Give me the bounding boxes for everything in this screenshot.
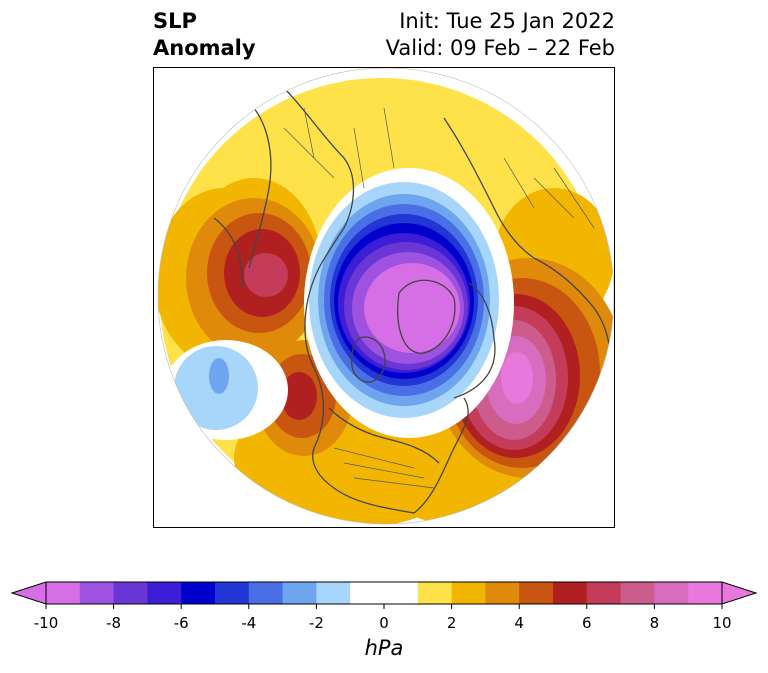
- colorbar-tick-label: -2: [309, 614, 324, 632]
- colorbar-segment: [654, 582, 689, 604]
- colorbar-tick-label: -4: [241, 614, 256, 632]
- anomaly-map: [157, 68, 614, 525]
- colorbar-segment: [451, 582, 486, 604]
- map-title: SLP Anomaly: [153, 8, 256, 62]
- valid-range: Valid: 09 Feb – 22 Feb: [385, 36, 615, 60]
- colorbar-ticks: -10 -8 -6 -4 -2 0 2 4 6 8 10: [34, 604, 732, 632]
- colorbar-segment: [248, 582, 284, 604]
- colorbar-segment: [316, 582, 351, 604]
- colorbar-segment: [519, 582, 554, 604]
- colorbar-segment: [620, 582, 655, 604]
- colorbar-tick-label: 6: [582, 614, 592, 632]
- siberia-high: [186, 198, 322, 358]
- colorbar-tick-label: 8: [650, 614, 660, 632]
- colorbar-segment: [215, 582, 250, 604]
- anomaly-field: [158, 78, 614, 524]
- colorbar: -10 -8 -6 -4 -2 0 2 4 6 8 10: [10, 581, 758, 632]
- colorbar-segment: [350, 582, 385, 604]
- arctic-low: [304, 168, 514, 438]
- central-asia-low: [164, 340, 288, 440]
- colorbar-extend-low: [10, 581, 47, 605]
- colorbar-tick-label: -8: [106, 614, 121, 632]
- borders: [283, 107, 595, 489]
- colorbar-segment: [688, 582, 723, 604]
- colorbar-segment: [417, 582, 453, 604]
- colorbar-tick-label: 2: [447, 614, 457, 632]
- colorbar-tick-label: 4: [514, 614, 524, 632]
- map-panel: [153, 67, 615, 528]
- colorbar-extend-high: [721, 581, 758, 605]
- init-date: Init: Tue 25 Jan 2022: [399, 9, 615, 33]
- colorbar-segment: [553, 582, 588, 604]
- colorbar-segment: [181, 582, 216, 604]
- title-field-type: Anomaly: [153, 36, 256, 60]
- colorbar-segments: [10, 581, 758, 605]
- colorbar-unit: hPa: [364, 636, 404, 660]
- map-dates: Init: Tue 25 Jan 2022 Valid: 09 Feb – 22…: [386, 8, 615, 62]
- colorbar-tick-label: 0: [379, 614, 389, 632]
- colorbar-segment: [147, 582, 182, 604]
- colorbar-tick-label: 10: [712, 614, 731, 632]
- colorbar-segment: [79, 582, 115, 604]
- colorbar-tick-label: -6: [174, 614, 189, 632]
- colorbar-segment: [113, 582, 148, 604]
- title-field: SLP: [153, 9, 197, 33]
- colorbar-segment: [282, 582, 317, 604]
- colorbar-segment: [46, 582, 81, 604]
- colorbar-segment: [586, 582, 622, 604]
- colorbar-segment: [485, 582, 520, 604]
- colorbar-segment: [384, 582, 419, 604]
- colorbar-tick-label: -10: [34, 614, 59, 632]
- map-horizon: [157, 68, 614, 525]
